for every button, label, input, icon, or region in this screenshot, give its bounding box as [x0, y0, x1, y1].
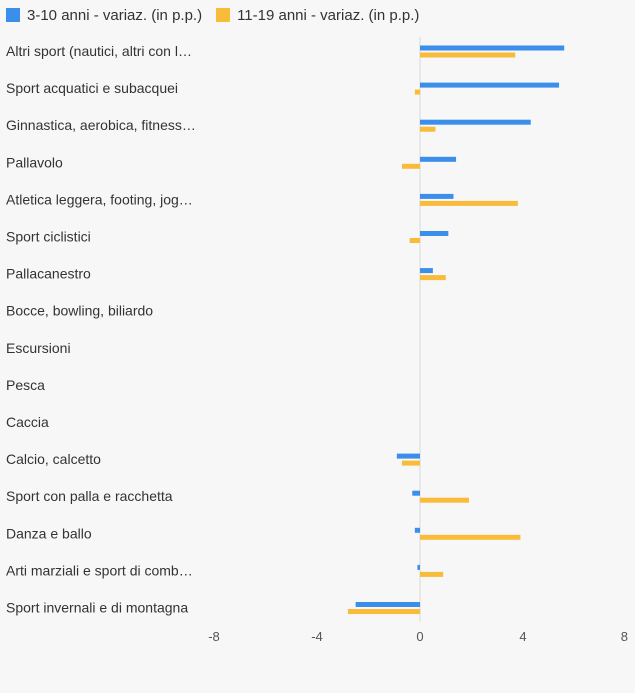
bar-11-19 [420, 497, 469, 503]
legend-item-3-10[interactable]: 3-10 anni - variaz. (in p.p.) [6, 7, 202, 24]
bar-3-10 [417, 564, 420, 570]
x-tick-label: 8 [621, 629, 628, 644]
bar-3-10 [420, 268, 433, 274]
x-tick-label: 4 [519, 629, 526, 644]
category-label: Pallavolo [6, 154, 63, 170]
legend-label-11-19: 11-19 anni - variaz. (in p.p.) [237, 6, 420, 24]
legend-swatch-11-19 [216, 8, 231, 22]
bar-3-10 [396, 453, 420, 459]
bar-11-19 [420, 200, 518, 206]
bar-3-10 [420, 231, 449, 236]
category-label: Escursioni [6, 340, 71, 356]
bar-11-19 [420, 52, 516, 58]
legend-swatch-3-10 [6, 8, 20, 22]
category-label: Atletica leggera, footing, jog… [6, 191, 193, 207]
bar-3-10 [420, 45, 565, 51]
category-label: Sport invernali e di montagna [6, 600, 188, 616]
legend-label-3-10: 3-10 anni - variaz. (in p.p.) [27, 6, 203, 24]
category-label: Sport con palla e racchetta [6, 488, 173, 504]
category-label: Pallacanestro [6, 266, 91, 282]
bar-11-19 [420, 534, 521, 540]
bar-3-10 [355, 602, 420, 607]
category-label: Bocce, bowling, biliardo [6, 303, 153, 319]
bar-11-19 [420, 126, 436, 132]
bar-3-10 [414, 527, 420, 533]
bar-11-19 [420, 275, 446, 281]
bar-3-10 [412, 490, 420, 496]
x-tick-label: 0 [416, 629, 423, 644]
bar-11-19 [347, 609, 420, 614]
bar-3-10 [420, 82, 560, 88]
category-label: Danza e ballo [6, 525, 92, 541]
x-tick-label: -4 [311, 629, 323, 644]
category-label: Altri sport (nautici, altri con l… [6, 43, 192, 59]
bar-11-19 [414, 89, 420, 95]
bar-3-10 [420, 193, 454, 199]
category-label: Sport acquatici e subacquei [6, 80, 178, 96]
category-label: Arti marziali e sport di comb… [6, 562, 193, 578]
category-label: Sport ciclistici [6, 229, 91, 245]
bar-11-19 [409, 238, 420, 243]
category-label: Caccia [6, 414, 49, 430]
bar-11-19 [401, 460, 420, 466]
category-label: Pesca [6, 377, 45, 393]
bar-3-10 [420, 119, 531, 125]
bar-11-19 [401, 163, 420, 169]
x-tick-label: -8 [208, 629, 220, 644]
category-label: Ginnastica, aerobica, fitness… [6, 117, 196, 133]
bar-11-19 [420, 571, 444, 577]
legend: 3-10 anni - variaz. (in p.p.) 11-19 anni… [6, 4, 433, 26]
bar-3-10 [420, 156, 457, 162]
category-label: Calcio, calcetto [6, 451, 101, 467]
legend-item-11-19[interactable]: 11-19 anni - variaz. (in p.p.) [216, 7, 419, 24]
